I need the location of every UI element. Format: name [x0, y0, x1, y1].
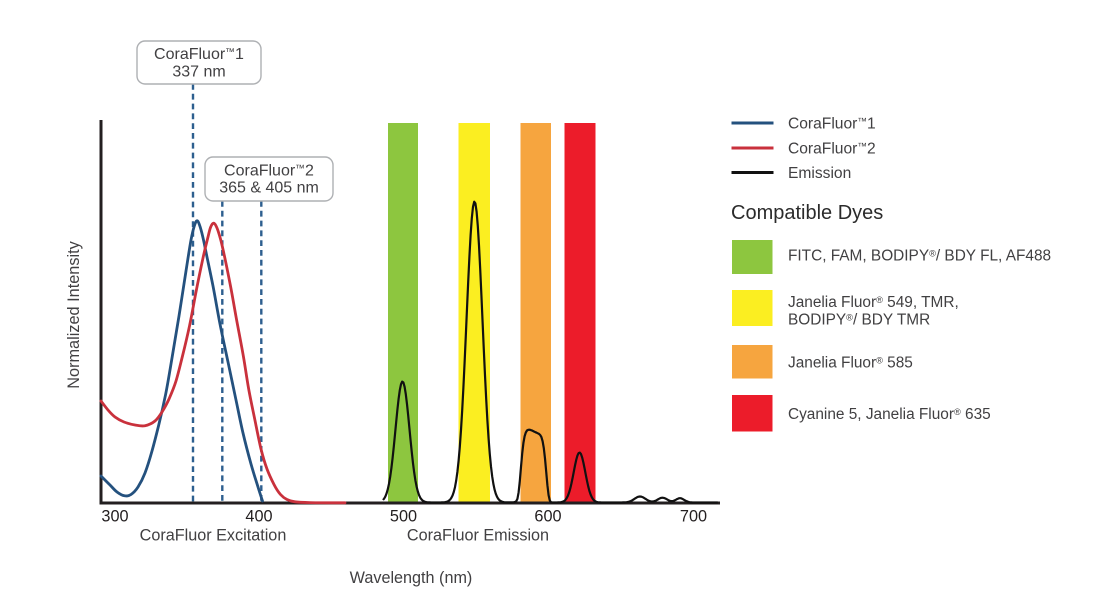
svg-text:CoraFluor™2: CoraFluor™2 — [224, 163, 314, 180]
svg-text:365 & 405 nm: 365 & 405 nm — [219, 180, 319, 197]
svg-text:500: 500 — [390, 508, 417, 526]
svg-text:600: 600 — [534, 508, 561, 526]
svg-text:300: 300 — [101, 508, 128, 526]
svg-text:FITC, FAM, BODIPY®/ BDY FL, AF: FITC, FAM, BODIPY®/ BDY FL, AF488 — [788, 248, 1051, 265]
svg-text:Janelia Fluor® 549, TMR,: Janelia Fluor® 549, TMR, — [788, 294, 959, 311]
svg-text:CoraFluor™1: CoraFluor™1 — [788, 116, 876, 133]
svg-text:CoraFluor Excitation: CoraFluor Excitation — [140, 527, 287, 545]
svg-text:CoraFluor™1: CoraFluor™1 — [154, 46, 244, 63]
svg-text:337 nm: 337 nm — [172, 64, 225, 81]
svg-text:Cyanine 5, Janelia Fluor® 635: Cyanine 5, Janelia Fluor® 635 — [788, 406, 991, 423]
svg-text:Normalized Intensity: Normalized Intensity — [65, 240, 83, 388]
svg-text:Compatible Dyes: Compatible Dyes — [731, 202, 883, 224]
svg-text:CoraFluor Emission: CoraFluor Emission — [407, 527, 549, 545]
svg-text:Emission: Emission — [788, 165, 851, 182]
svg-text:BODIPY®/ BDY TMR: BODIPY®/ BDY TMR — [788, 312, 930, 329]
svg-text:CoraFluor™2: CoraFluor™2 — [788, 141, 876, 158]
svg-text:Wavelength (nm): Wavelength (nm) — [350, 569, 473, 587]
svg-text:700: 700 — [680, 508, 707, 526]
svg-text:400: 400 — [245, 508, 272, 526]
svg-text:Janelia Fluor® 585: Janelia Fluor® 585 — [788, 355, 913, 372]
